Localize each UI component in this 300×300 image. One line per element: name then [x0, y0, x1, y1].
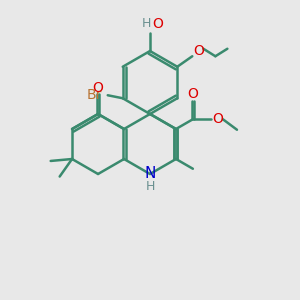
Text: O: O	[93, 81, 104, 95]
Text: O: O	[153, 17, 164, 31]
Text: O: O	[188, 87, 198, 101]
Text: N: N	[144, 167, 156, 182]
Text: H: H	[142, 17, 151, 31]
Text: O: O	[212, 112, 223, 126]
Text: H: H	[145, 180, 155, 193]
Text: Br: Br	[86, 88, 102, 102]
Text: O: O	[194, 44, 204, 58]
